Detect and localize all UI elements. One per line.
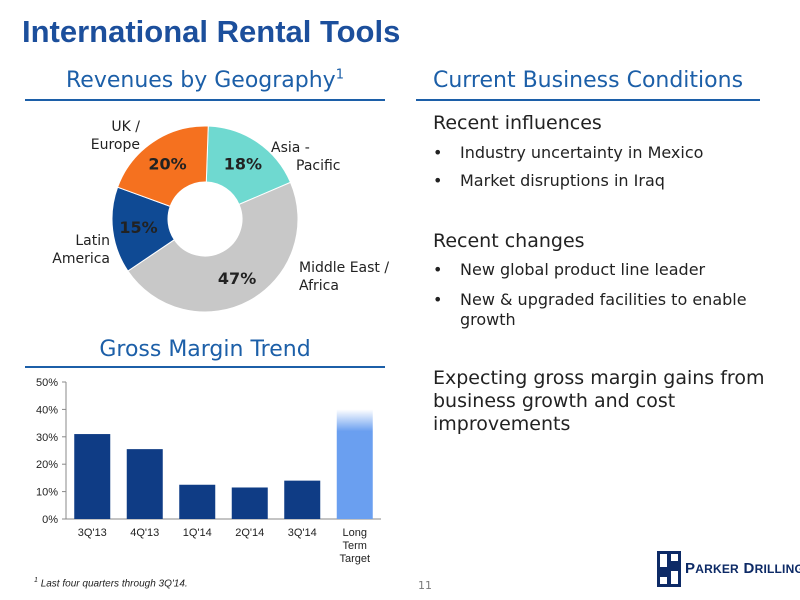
donut-value-label: 18% <box>224 155 262 174</box>
changes-heading: Recent changes <box>433 230 585 252</box>
margin-bar <box>231 487 268 519</box>
revenues-heading-rule <box>25 99 385 101</box>
slide-title: International Rental Tools <box>22 14 401 49</box>
influences-heading: Recent influences <box>433 112 602 134</box>
x-tick-label: Long Term Target <box>339 527 370 565</box>
company-logo-text: PARKER DRILLING <box>685 560 800 577</box>
parker-drilling-logo-icon <box>657 551 681 587</box>
donut-value-label: 20% <box>148 154 186 173</box>
revenues-heading: Revenues by Geography1 <box>25 68 385 93</box>
footnote: 1 Last four quarters through 3Q'14. <box>34 577 188 589</box>
donut-value-label: 47% <box>218 269 256 288</box>
x-tick-label: 3Q'14 <box>288 527 317 539</box>
x-tick-label: 3Q'13 <box>78 527 107 539</box>
margin-bar <box>74 434 111 519</box>
donut-slice <box>127 181 299 313</box>
margin-heading-rule <box>25 366 385 368</box>
donut-slice <box>205 125 292 206</box>
donut-category-label: Middle East / Africa <box>299 260 389 294</box>
donut-category-label: UK / Europe <box>91 119 141 153</box>
gross-margin-bar-chart: 0% 10% 20% 30% 40% 50% 3Q'13 4Q'13 1Q'14 2Q'14 3Q'… <box>36 377 381 565</box>
page-number: 11 <box>418 579 432 592</box>
bullet-icon: • <box>433 171 443 190</box>
x-tick-label: 2Q'14 <box>235 527 264 539</box>
footnote-text: Last four quarters through 3Q'14. <box>40 578 188 590</box>
donut-slice <box>116 125 209 207</box>
conclusion-text: Expecting gross margin gains from busine… <box>433 367 765 435</box>
y-tick-label: 0% <box>42 514 58 526</box>
revenues-heading-footnote-marker: 1 <box>335 67 344 83</box>
bullet-icon: • <box>433 143 443 162</box>
donut-value-label: 15% <box>119 218 157 237</box>
margin-bar <box>179 484 216 519</box>
margin-bar <box>126 449 163 519</box>
target-bar <box>336 409 373 519</box>
y-tick-label: 40% <box>36 404 58 416</box>
y-tick-label: 20% <box>36 459 58 471</box>
x-tick-label: 1Q'14 <box>183 527 212 539</box>
revenue-donut-chart: 18% Asia -Pacific 47% Middle East / Africa 15… <box>52 119 389 313</box>
margin-heading: Gross Margin Trend <box>99 337 311 362</box>
conditions-heading-rule <box>416 99 760 101</box>
donut-category-label: Latin America <box>52 233 110 267</box>
conditions-heading: Current Business Conditions <box>432 68 744 93</box>
y-tick-label: 50% <box>36 377 58 389</box>
bullet-icon: • <box>433 290 443 309</box>
y-tick-label: 30% <box>36 432 58 444</box>
margin-bar <box>284 480 321 519</box>
x-tick-label: 4Q'13 <box>130 527 159 539</box>
footnote-marker: 1 <box>34 577 38 584</box>
bullet-icon: • <box>433 260 443 279</box>
revenues-heading-text: Revenues by Geography <box>66 68 336 93</box>
donut-category-label: Asia -Pacific <box>271 140 341 174</box>
y-tick-label: 10% <box>36 487 58 499</box>
